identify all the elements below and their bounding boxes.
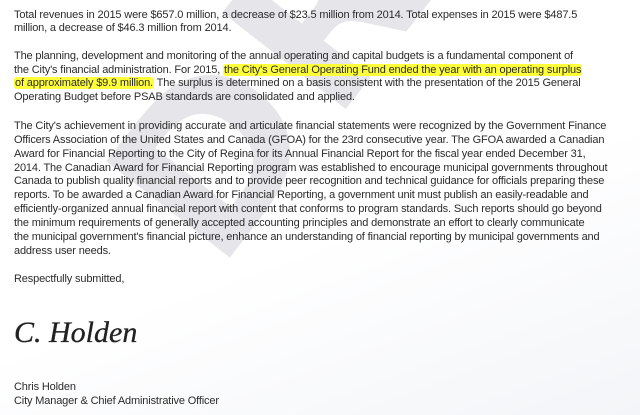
text-line: address user needs. [14, 245, 111, 257]
text-line: Canada to publish quality financial repo… [14, 175, 605, 187]
text-line: the City's financial administration. For… [14, 64, 583, 77]
signature: C. Holden [14, 316, 138, 349]
text-line: Award for Financial Reporting to the Cit… [14, 148, 586, 160]
text-line: of approximately $9.9 million. The surpl… [14, 77, 581, 90]
closing: Respectfully submitted, [14, 273, 125, 285]
text-line: million, a decrease of $46.3 million fro… [14, 22, 232, 34]
text-segment: The surplus is determined on a basis con… [153, 77, 581, 89]
text-line: The City's achievement in providing accu… [14, 120, 607, 132]
text-line: Operating Budget before PSAB standards a… [14, 91, 355, 103]
text-line: the municipal government's financial pic… [14, 231, 600, 243]
text-line: Total revenues in 2015 were $657.0 milli… [14, 9, 578, 21]
text-line: 2014. The Canadian Award for Financial R… [14, 162, 608, 174]
signer-name: Chris Holden [14, 381, 76, 393]
text-line: The planning, development and monitoring… [14, 50, 573, 62]
text-line: efficiently-organized annual financial r… [14, 203, 602, 215]
text-segment: the City's financial administration. For… [14, 64, 224, 76]
text-line: reports. To be awarded a Canadian Award … [14, 189, 589, 201]
signature-text: C. Holden [14, 316, 137, 349]
text-line: the minimum requirements of generally ac… [14, 217, 585, 229]
highlighted-text: of approximately $9.9 million. [14, 77, 154, 89]
text-line: Officers Association of the United State… [14, 134, 605, 146]
highlighted-text: the City's General Operating Fund ended … [223, 64, 583, 76]
signer-title: City Manager & Chief Administrative Offi… [14, 395, 219, 407]
